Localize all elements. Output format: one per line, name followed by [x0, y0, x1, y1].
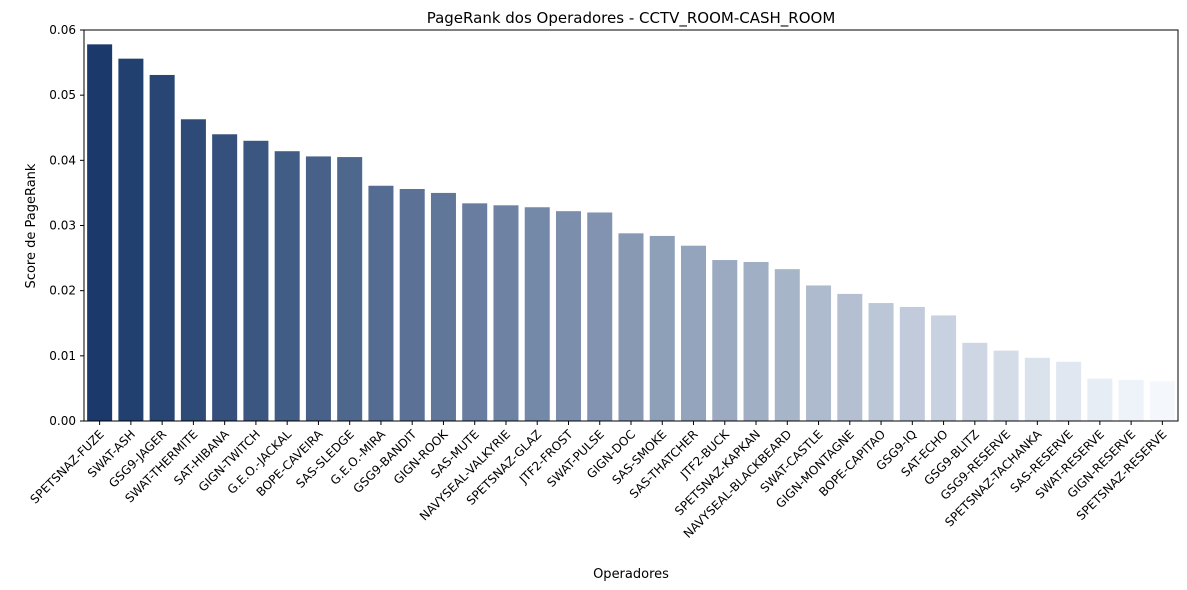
bar [868, 303, 894, 421]
y-tick-label: 0.05 [49, 88, 76, 102]
bar [962, 342, 988, 421]
bar [774, 269, 800, 421]
bar [1149, 381, 1175, 421]
bar [462, 203, 488, 421]
bars-group [87, 44, 1175, 422]
bar [1118, 379, 1144, 421]
bar [587, 212, 613, 421]
bar [1024, 357, 1050, 421]
bar [899, 306, 925, 421]
bar [1056, 361, 1082, 421]
bar [337, 157, 363, 421]
bar [87, 44, 113, 422]
bar [368, 185, 394, 421]
bar [649, 235, 675, 421]
y-tick-label: 0.00 [49, 414, 76, 428]
plot-frame [83, 29, 1179, 422]
bar [493, 205, 519, 421]
bar [712, 260, 738, 421]
chart-title: PageRank dos Operadores - CCTV_ROOM-CASH… [427, 9, 836, 28]
x-axis-ticks: SPETSNAZ-FUZESWAT-ASHGSG9-JAGERSWAT-THER… [27, 421, 1169, 541]
bar [212, 134, 238, 421]
bar [931, 315, 957, 421]
bar [618, 233, 644, 421]
bar [681, 245, 707, 421]
bar [180, 119, 206, 421]
y-axis-ticks: 0.00 0.01 0.02 0.03 0.04 0.05 0.06 [49, 23, 84, 428]
bar [430, 192, 456, 421]
y-tick-label: 0.06 [49, 23, 76, 37]
bar [993, 350, 1019, 421]
y-axis-label: Score de PageRank [24, 163, 39, 288]
bar [743, 261, 769, 421]
bar [118, 58, 144, 422]
bar [806, 285, 832, 421]
bar [837, 293, 863, 421]
y-tick-label: 0.02 [49, 284, 76, 298]
y-tick-label: 0.04 [49, 153, 76, 167]
bar [243, 140, 269, 421]
x-axis-label: Operadores [593, 567, 669, 582]
bar [305, 156, 331, 422]
bar [524, 207, 550, 421]
bar [1087, 378, 1113, 421]
bar [555, 211, 581, 421]
y-tick-label: 0.01 [49, 349, 76, 363]
bar [149, 74, 175, 422]
bar [274, 151, 300, 421]
bar [399, 189, 425, 421]
y-tick-label: 0.03 [49, 219, 76, 233]
